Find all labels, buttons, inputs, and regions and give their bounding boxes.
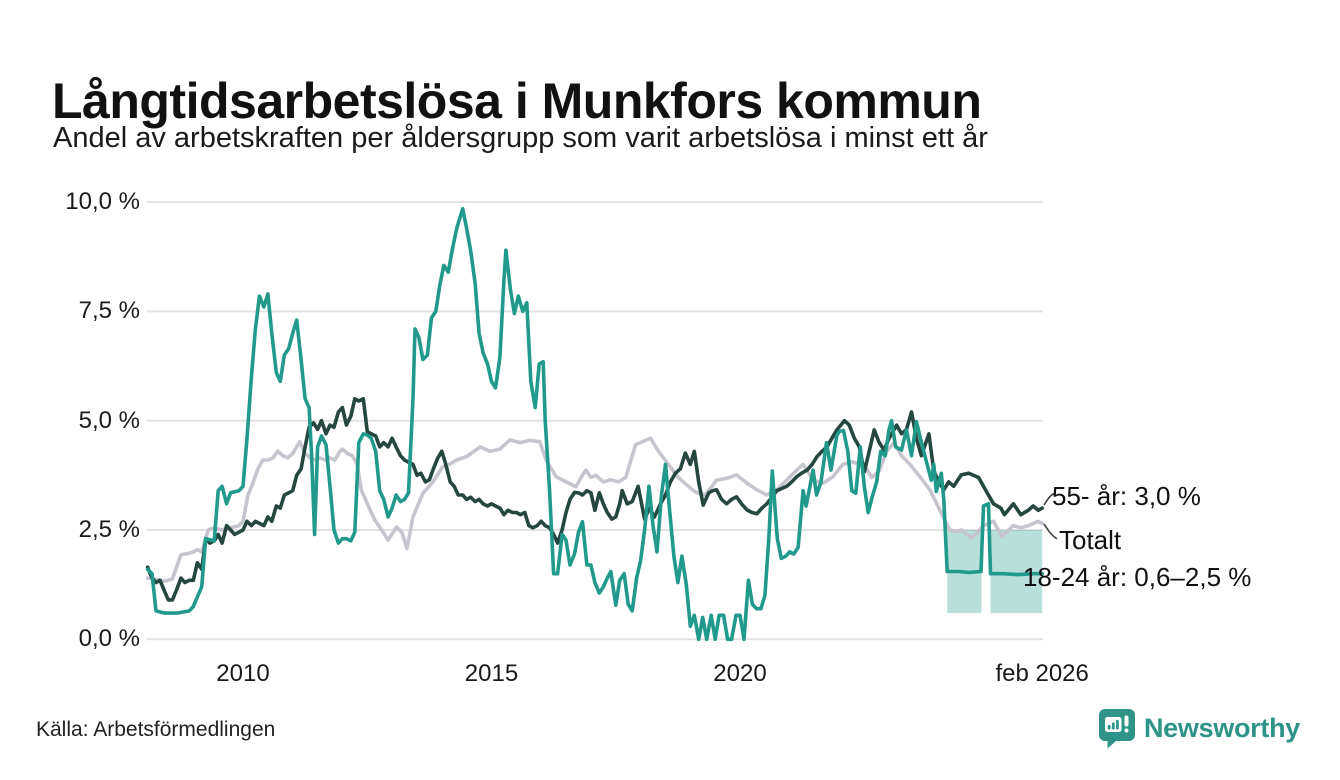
x-tick-label: 2015 [464, 660, 519, 687]
newsworthy-logo[interactable]: Newsworthy [1098, 708, 1300, 749]
series-line-18-24-r [145, 206, 1044, 642]
y-tick-label: 2,5 % [78, 516, 140, 543]
newsworthy-wordmark: Newsworthy [1143, 713, 1300, 743]
x-tick-label: 2010 [216, 660, 270, 687]
uncertainty-band [990, 530, 1043, 614]
y-tick-label: 0,0 % [78, 625, 140, 653]
series-label-totalt: Totalt [1059, 525, 1122, 555]
page-subtitle: Andel av arbetskraften per åldersgrupp s… [53, 122, 988, 154]
series-label-55: 55- år: 3,0 % [1052, 481, 1201, 511]
newsworthy-bubble-icon [1098, 709, 1135, 749]
series-line-totalt [145, 436, 1044, 584]
x-tick-label: feb 2026 [995, 660, 1089, 687]
x-tick-label: 2020 [713, 660, 767, 687]
source-credit: Källa: Arbetsförmedlingen [36, 718, 276, 741]
series-line-55-r [145, 396, 1044, 602]
label-leader-line-55 [1043, 492, 1056, 506]
y-tick-label: 10,0 % [65, 188, 140, 216]
page-title: Långtidsarbetslösa i Munkfors kommun [52, 72, 982, 129]
series-label-18-24: 18-24 år: 0,6–2,5 % [1023, 562, 1252, 592]
y-tick-label: 5,0 % [78, 406, 140, 434]
label-leader-line-totalt [1043, 523, 1058, 540]
y-tick-label: 7,5 % [78, 297, 140, 325]
